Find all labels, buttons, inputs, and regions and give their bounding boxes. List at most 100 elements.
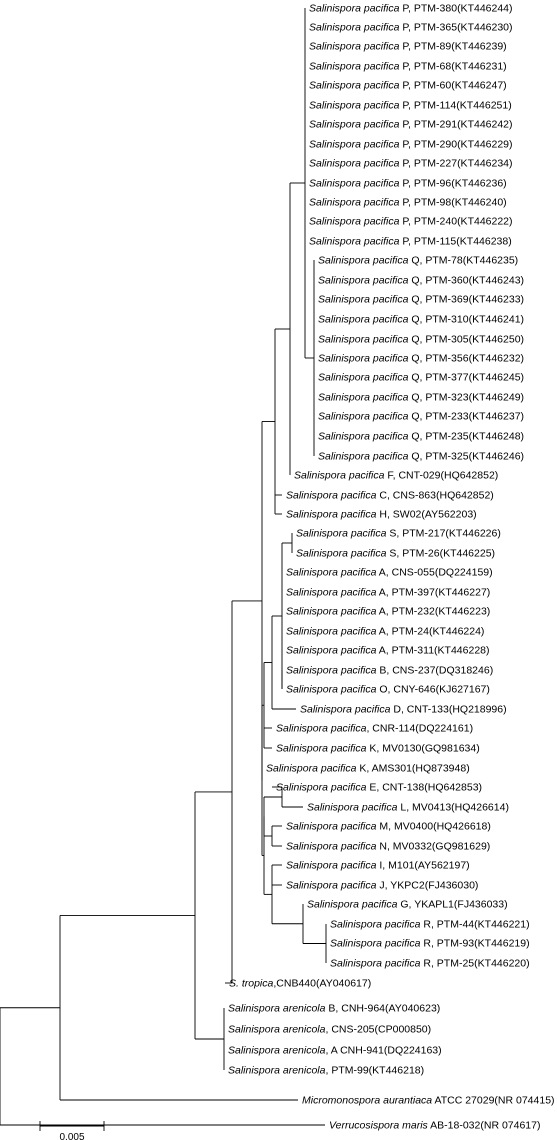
taxon-species: Micromonospora aurantiaca [302, 1095, 432, 1107]
taxon-species: Verrucosispora maris [329, 1120, 429, 1132]
taxon-accession: (KT446234) [457, 158, 512, 170]
taxon-accession: (KT446227) [435, 587, 490, 599]
taxon-label: Salinispora pacifica A, PTM-311(KT446228… [286, 645, 490, 657]
taxon-strain: R, PTM-93 [420, 938, 474, 950]
taxon-label: Salinispora pacifica N, MV0332(GQ981629) [286, 841, 490, 853]
taxon-strain: O, CNY-646 [376, 684, 435, 696]
taxon-accession: (KT446246) [469, 451, 524, 463]
taxon-accession: (AY562203) [421, 509, 476, 521]
taxon-accession: (KT446228) [434, 645, 489, 657]
taxon-strain: S, PTM-26 [386, 548, 439, 560]
taxon-accession: (KT446221) [474, 919, 529, 931]
taxon-accession: (CP000850) [375, 1024, 432, 1036]
taxon-strain: Q, PTM-325 [408, 451, 468, 463]
taxon-label: Salinispora pacifica P, PTM-114(KT446251… [309, 100, 512, 112]
taxon-accession: (KT446229) [457, 139, 512, 151]
taxon-strain: R, PTM-44 [420, 919, 474, 931]
taxon-label: Salinispora pacifica P, PTM-96(KT446236) [309, 178, 507, 190]
taxon-accession: (KT446243) [469, 275, 524, 287]
taxon-accession: (DQ224161) [415, 723, 473, 735]
taxon-label: S. tropica,CNB440(AY040617) [229, 978, 371, 990]
taxon-species: Salinispora pacifica [309, 61, 400, 73]
taxon-strain: ,CNB440 [273, 978, 316, 990]
taxon-species: Salinispora pacifica [309, 139, 400, 151]
taxon-strain: K, AMS301 [356, 763, 412, 775]
taxon-accession: (KT446249) [469, 392, 524, 404]
taxon-strain: Q, PTM-235 [408, 431, 468, 443]
taxon-accession: (KT446238) [456, 236, 511, 248]
taxon-species: Salinispora pacifica [318, 255, 409, 267]
taxon-accession: (KT446236) [451, 178, 506, 190]
taxon-strain: Q, PTM-233 [408, 411, 468, 423]
taxon-strain: P, PTM-68 [399, 61, 451, 73]
taxon-label: Salinispora arenicola, A CNH-941(DQ22416… [228, 1045, 442, 1057]
taxon-label: Salinispora pacifica H, SW02(AY562203) [286, 509, 477, 521]
taxon-strain: , CNS-205 [325, 1024, 374, 1036]
taxon-label: Salinispora pacifica R, PTM-44(KT446221) [330, 919, 530, 931]
taxon-strain: A, PTM-311 [376, 645, 434, 657]
taxon-accession: (HQ642852) [441, 470, 499, 482]
taxon-species: Salinispora pacifica [276, 782, 367, 794]
taxon-label: Salinispora arenicola, CNS-205(CP000850) [228, 1024, 431, 1036]
taxon-label: Salinispora pacifica M, MV0400(HQ426618) [286, 821, 491, 833]
taxon-label: Salinispora pacifica Q, PTM-377(KT446245… [318, 372, 524, 384]
taxon-label: Salinispora pacifica A, CNS-055(DQ224159… [286, 567, 493, 579]
taxon-accession: (HQ426614) [451, 802, 509, 814]
taxon-species: S. tropica [229, 978, 274, 990]
taxon-accession: (KT446248) [469, 431, 524, 443]
taxon-strain: A, PTM-24 [376, 626, 429, 638]
taxon-species: Salinispora pacifica [318, 431, 409, 443]
taxon-strain: A, PTM-397 [376, 587, 435, 599]
taxon-label: Salinispora pacifica P, PTM-115(KT446238… [309, 236, 512, 248]
taxon-strain: Q, PTM-305 [408, 334, 468, 346]
taxon-strain: C, CNS-863 [376, 490, 436, 502]
taxon-strain: P, PTM-96 [399, 178, 451, 190]
taxon-strain: ATCC 27029 [432, 1095, 494, 1107]
taxon-label: Salinispora pacifica S, PTM-26(KT446225) [296, 548, 495, 560]
taxon-strain: Q, PTM-360 [408, 275, 468, 287]
taxon-accession: (GQ981629) [432, 841, 490, 853]
taxon-accession: (KT446219) [474, 938, 529, 950]
taxon-label: Salinispora pacifica K, AMS301(HQ873948) [266, 763, 470, 775]
taxon-strain: , A CNH-941 [325, 1045, 384, 1057]
taxon-strain: Q, PTM-377 [408, 372, 468, 384]
taxon-species: Salinispora pacifica [286, 490, 377, 502]
taxon-accession: (KT446251) [456, 100, 511, 112]
taxon-species: Salinispora pacifica [286, 821, 377, 833]
taxon-accession: (KT446218) [369, 1065, 424, 1077]
taxon-accession: (KT446220) [474, 958, 529, 970]
taxon-accession: (DQ318246) [435, 665, 493, 677]
taxon-label: Salinispora pacifica, CNR-114(DQ224161) [276, 723, 473, 735]
taxon-species: Salinispora pacifica [286, 509, 377, 521]
taxon-strain: , CNR-114 [366, 723, 415, 735]
taxon-species: Salinispora pacifica [296, 548, 387, 560]
taxon-strain: R, PTM-25 [420, 958, 474, 970]
taxon-accession: (KT446232) [469, 353, 524, 365]
taxon-accession: (KT446231) [451, 61, 506, 73]
taxon-strain: P, PTM-60 [399, 80, 451, 92]
taxon-accession: (KT446247) [451, 80, 506, 92]
taxon-accession: (DQ224159) [435, 567, 493, 579]
taxon-strain: A, CNS-055 [376, 567, 435, 579]
taxon-strain: P, PTM-98 [399, 197, 451, 209]
taxon-species: Salinispora arenicola [228, 1065, 326, 1077]
taxon-species: Salinispora pacifica [266, 763, 357, 775]
taxon-accession: (KJ627167) [436, 684, 490, 696]
taxon-strain: H, SW02 [376, 509, 421, 521]
taxon-label: Salinispora pacifica F, CNT-029(HQ642852… [294, 470, 498, 482]
taxon-label: Salinispora pacifica P, PTM-227(KT446234… [309, 158, 513, 170]
taxon-species: Salinispora pacifica [309, 100, 400, 112]
taxon-species: Salinispora pacifica [286, 665, 377, 677]
taxon-accession: (KT446235) [463, 255, 518, 267]
taxon-accession: (KT446225) [440, 548, 495, 560]
taxon-label: Salinispora arenicola, PTM-99(KT446218) [228, 1065, 424, 1077]
taxon-label: Salinispora pacifica R, PTM-93(KT446219) [330, 938, 530, 950]
taxon-species: Salinispora pacifica [309, 119, 400, 131]
taxon-species: Salinispora pacifica [286, 684, 377, 696]
taxon-label: Salinispora pacifica J, YKPC2(FJ436030) [286, 880, 478, 892]
taxon-strain: AB-18-032 [428, 1120, 481, 1132]
taxon-strain: D, CNT-133 [390, 704, 449, 716]
taxon-strain: P, PTM-380 [399, 3, 457, 15]
taxon-label: Salinispora pacifica A, PTM-232(KT446223… [286, 606, 490, 618]
taxon-strain: A, PTM-232 [376, 606, 435, 618]
